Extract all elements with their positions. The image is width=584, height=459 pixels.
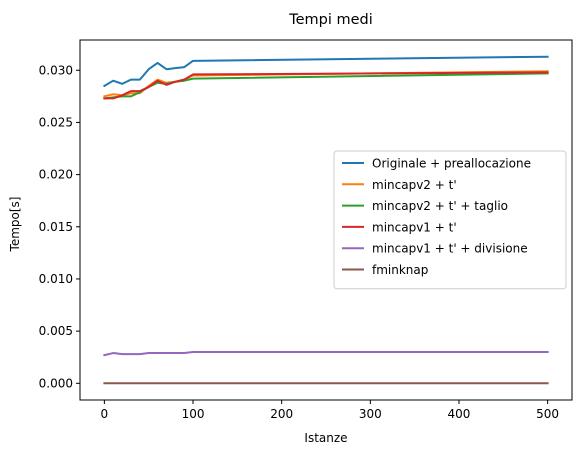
y-tick-label: 0.025 bbox=[39, 115, 73, 129]
legend-label: Originale + preallocazione bbox=[372, 157, 531, 171]
legend-label: mincapv2 + t' bbox=[372, 178, 457, 192]
x-tick-label: 200 bbox=[270, 407, 293, 421]
series-line-1 bbox=[103, 55, 549, 88]
series-line-3 bbox=[103, 72, 549, 100]
series-layer bbox=[103, 55, 549, 385]
legend: Originale + preallocazione mincapv2 + t' m… bbox=[333, 150, 567, 290]
y-axis-label: Tempo[s] bbox=[8, 197, 22, 253]
chart-title: Tempi medi bbox=[288, 12, 373, 28]
legend-label: mincapv1 + t' bbox=[372, 220, 457, 234]
y-tick-label: 0.005 bbox=[39, 324, 73, 338]
y-tick-label: 0.010 bbox=[39, 272, 73, 286]
y-tick-label: 0.020 bbox=[39, 168, 73, 182]
y-tick-label: 0.000 bbox=[39, 376, 73, 390]
x-axis-label: Istanze bbox=[304, 431, 347, 445]
tick-layer: 0 100 200 300 400 500 0.000 0.005 0.010 0.015 0.02… bbox=[39, 63, 559, 421]
x-tick-label: 400 bbox=[448, 407, 471, 421]
x-tick-label: 0 bbox=[101, 407, 109, 421]
x-tick-label: 100 bbox=[182, 407, 205, 421]
x-tick-label: 500 bbox=[536, 407, 559, 421]
legend-label: fminknap bbox=[372, 263, 428, 277]
y-tick-label: 0.015 bbox=[39, 220, 73, 234]
plot-frame bbox=[79, 39, 573, 401]
legend-label: mincapv1 + t' + divisione bbox=[372, 242, 528, 256]
legend-box bbox=[333, 150, 567, 290]
x-tick-label: 300 bbox=[359, 407, 382, 421]
legend-label: mincapv2 + t' + taglio bbox=[372, 199, 508, 213]
series-line-5 bbox=[103, 351, 549, 357]
series-line-4 bbox=[103, 71, 549, 100]
y-tick-label: 0.030 bbox=[39, 63, 73, 77]
